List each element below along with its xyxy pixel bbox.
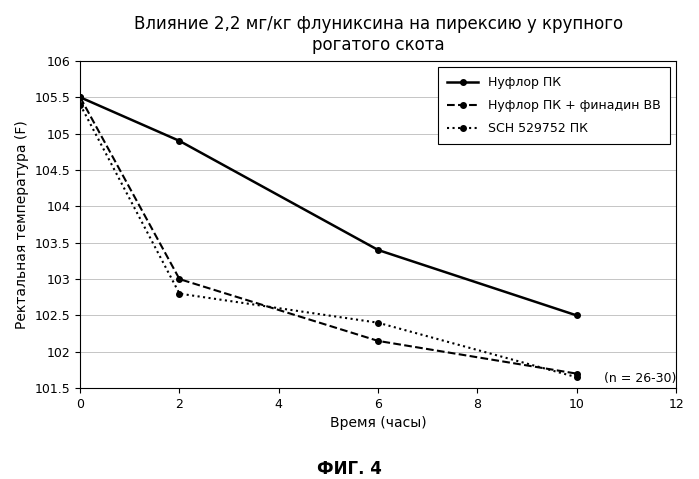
Text: (n = 26-30): (n = 26-30) — [604, 372, 676, 385]
Нуфлор ПК + финадин ВВ — [175, 276, 184, 282]
Y-axis label: Ректальная температура (F): Ректальная температура (F) — [15, 120, 29, 329]
Нуфлор ПК + финадин ВВ — [76, 94, 85, 100]
Нуфлор ПК + финадин ВВ — [374, 338, 382, 344]
Legend: Нуфлор ПК, Нуфлор ПК + финадин ВВ, SCН 529752 ПК: Нуфлор ПК, Нуфлор ПК + финадин ВВ, SCН 5… — [438, 67, 670, 144]
X-axis label: Время (часы): Время (часы) — [330, 416, 426, 431]
Title: Влияние 2,2 мг/кг флуниксина на пирексию у крупного
рогатого скота: Влияние 2,2 мг/кг флуниксина на пирексию… — [134, 15, 623, 54]
Text: ФИГ. 4: ФИГ. 4 — [317, 460, 382, 478]
SCН 529752 ПК — [572, 375, 581, 380]
SCН 529752 ПК — [76, 102, 85, 107]
SCН 529752 ПК — [374, 320, 382, 326]
Line: SCН 529752 ПК: SCН 529752 ПК — [78, 102, 579, 380]
SCН 529752 ПК — [175, 291, 184, 297]
Line: Нуфлор ПК: Нуфлор ПК — [78, 94, 579, 318]
Нуфлор ПК + финадин ВВ — [572, 371, 581, 376]
Line: Нуфлор ПК + финадин ВВ: Нуфлор ПК + финадин ВВ — [78, 94, 579, 376]
Нуфлор ПК — [76, 94, 85, 100]
Нуфлор ПК — [175, 138, 184, 144]
Нуфлор ПК — [572, 313, 581, 319]
Нуфлор ПК — [374, 247, 382, 253]
